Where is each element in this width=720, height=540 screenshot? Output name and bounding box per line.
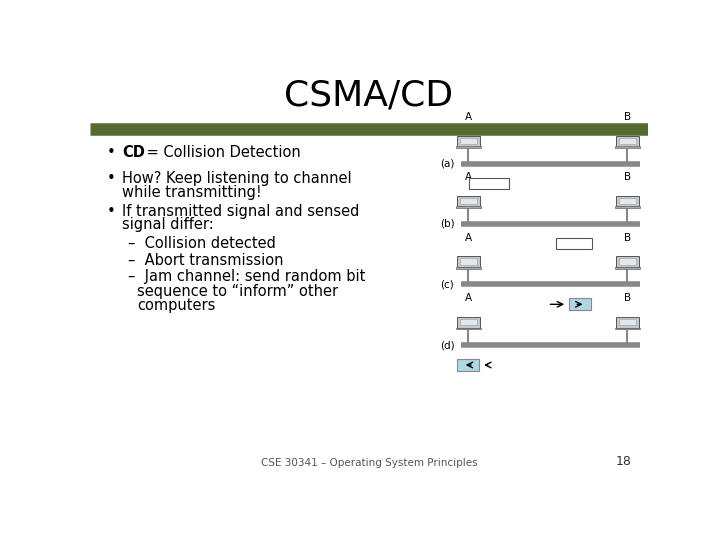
Bar bbox=[615, 328, 639, 329]
Bar bbox=[467, 146, 470, 147]
Bar bbox=[619, 138, 636, 144]
Text: = Collision Detection: = Collision Detection bbox=[143, 145, 301, 160]
Text: A: A bbox=[465, 293, 472, 303]
Bar bbox=[456, 206, 480, 208]
Text: 18: 18 bbox=[616, 455, 631, 468]
Bar bbox=[467, 206, 470, 207]
Text: •: • bbox=[107, 171, 115, 186]
Bar bbox=[456, 267, 480, 269]
Bar bbox=[456, 136, 480, 146]
Text: –  Jam channel: send random bit: – Jam channel: send random bit bbox=[128, 269, 365, 285]
Text: CSE 30341 – Operating System Principles: CSE 30341 – Operating System Principles bbox=[261, 458, 477, 468]
Text: B: B bbox=[624, 172, 631, 182]
Bar bbox=[616, 317, 639, 328]
Bar bbox=[615, 267, 639, 269]
Text: (b): (b) bbox=[440, 219, 454, 228]
Text: CSMA/CD: CSMA/CD bbox=[284, 79, 454, 113]
Bar bbox=[456, 256, 480, 267]
Bar bbox=[626, 206, 629, 207]
Text: signal differ:: signal differ: bbox=[122, 218, 214, 232]
Bar bbox=[615, 206, 639, 208]
Bar bbox=[619, 319, 636, 326]
Bar bbox=[456, 195, 480, 206]
Bar bbox=[469, 178, 508, 189]
Text: B: B bbox=[624, 293, 631, 303]
Bar bbox=[569, 299, 591, 310]
Text: sequence to “inform” other: sequence to “inform” other bbox=[138, 284, 338, 299]
Text: B: B bbox=[624, 233, 631, 243]
Bar bbox=[616, 195, 639, 206]
Bar bbox=[556, 238, 593, 249]
Text: –  Abort transmission: – Abort transmission bbox=[128, 253, 284, 268]
Bar bbox=[619, 198, 636, 204]
Text: If transmitted signal and sensed: If transmitted signal and sensed bbox=[122, 204, 360, 219]
Text: (a): (a) bbox=[440, 159, 454, 169]
Bar bbox=[616, 136, 639, 146]
Bar bbox=[456, 146, 480, 148]
Bar bbox=[460, 319, 477, 326]
Text: computers: computers bbox=[138, 299, 216, 313]
Bar bbox=[626, 146, 629, 147]
Bar bbox=[616, 256, 639, 267]
Bar bbox=[460, 258, 477, 265]
Text: (d): (d) bbox=[440, 340, 454, 350]
Text: –  Collision detected: – Collision detected bbox=[128, 236, 276, 251]
Bar bbox=[460, 138, 477, 144]
Text: •: • bbox=[107, 145, 115, 160]
Bar bbox=[456, 328, 480, 329]
Text: while transmitting!: while transmitting! bbox=[122, 185, 262, 200]
Bar bbox=[457, 359, 480, 371]
Text: A: A bbox=[465, 233, 472, 243]
Text: CD: CD bbox=[122, 145, 145, 160]
Text: How? Keep listening to channel: How? Keep listening to channel bbox=[122, 171, 352, 186]
Bar bbox=[456, 317, 480, 328]
Bar bbox=[615, 146, 639, 148]
Bar bbox=[460, 198, 477, 204]
Text: A: A bbox=[465, 112, 472, 122]
Text: •: • bbox=[107, 204, 115, 219]
Text: (c): (c) bbox=[441, 279, 454, 289]
Text: A: A bbox=[465, 172, 472, 182]
Text: B: B bbox=[624, 112, 631, 122]
Bar bbox=[619, 258, 636, 265]
